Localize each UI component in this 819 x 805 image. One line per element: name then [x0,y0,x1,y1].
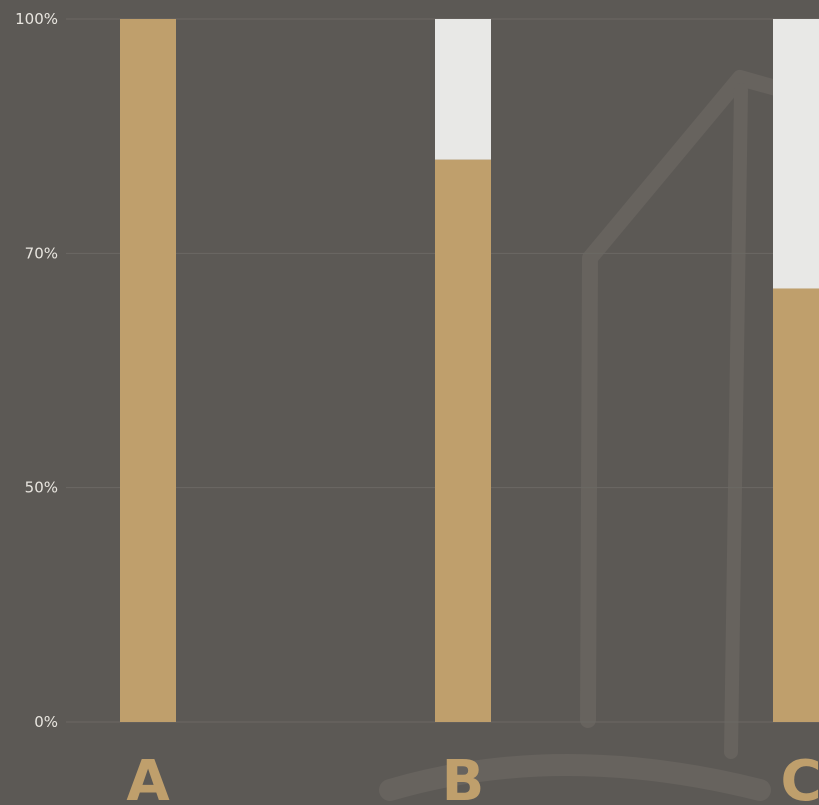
x-category-label: A [126,749,170,805]
y-tick-label: 50% [25,479,58,497]
watermark-swoosh [379,754,771,801]
watermark-stroke-2 [724,83,748,759]
label-layer: 0% 50% 70% 100% A B C [15,10,819,805]
bar-segment [435,159,491,723]
y-tick-label: 0% [34,713,58,731]
y-tick-label: 70% [25,244,58,262]
x-category-label: B [442,749,485,805]
bar-segment [773,288,819,722]
bar-layer [120,19,819,723]
bar-segment [120,19,176,722]
x-category-label: C [780,749,819,805]
bar-segment [435,19,491,160]
y-tick-label: 100% [15,10,58,28]
bar-segment [773,19,819,289]
